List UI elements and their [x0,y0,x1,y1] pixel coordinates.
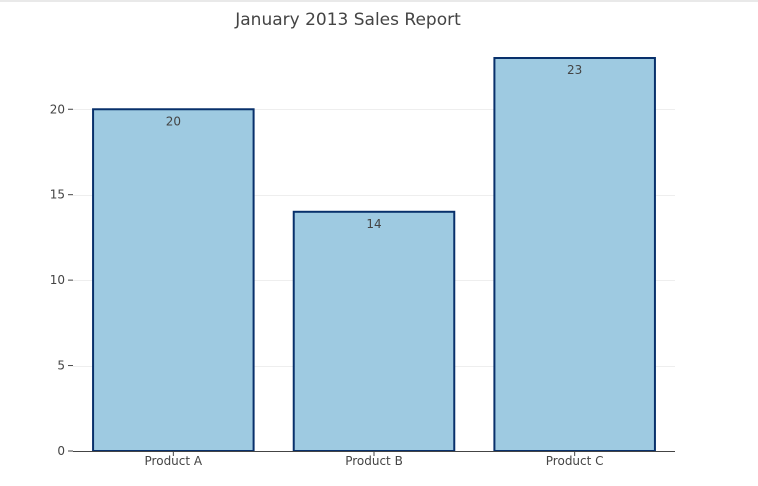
chart-title: January 2013 Sales Report [234,10,461,30]
bar-product-c [494,58,655,451]
bar-product-a [93,109,254,451]
y-tick-label: 0 [57,444,65,458]
data-label-product-c: 23 [567,63,582,77]
x-tick-label: Product B [345,454,403,468]
y-tick-label: 5 [57,359,65,373]
x-tick-label: Product A [145,454,203,468]
y-tick-label: 15 [50,188,65,202]
data-label-product-a: 20 [166,114,181,128]
y-tick-label: 10 [50,273,65,287]
data-label-product-b: 14 [366,217,381,231]
y-tick-label: 20 [50,102,65,116]
bar-product-b [294,212,455,451]
x-tick-label: Product C [546,454,604,468]
